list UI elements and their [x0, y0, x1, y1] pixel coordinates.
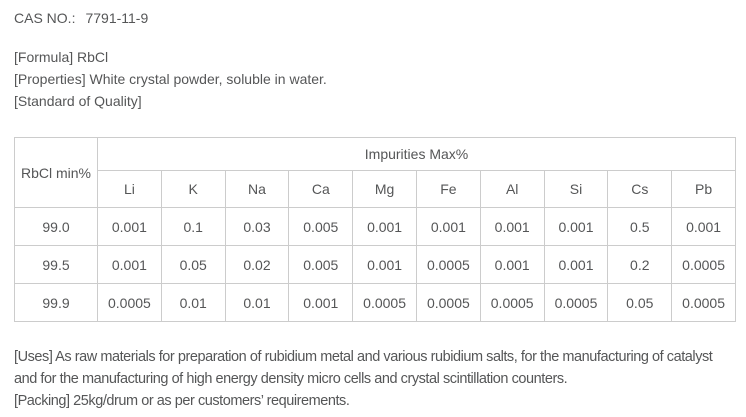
cas-value: 7791-11-9 [85, 10, 149, 26]
column-header-fe: Fe [415, 170, 481, 208]
cas-label: CAS NO.: [14, 10, 76, 26]
impurity-value-cell: 0.001 [671, 207, 736, 246]
impurity-value-cell: 0.001 [352, 245, 417, 284]
standard-of-quality-line: [Standard of Quality] [14, 93, 142, 109]
impurity-value-cell: 0.001 [352, 207, 417, 246]
impurity-value-cell: 0.0005 [352, 283, 417, 322]
column-header-li: Li [97, 170, 162, 208]
rbcl-grade-cell: 99.5 [14, 245, 98, 284]
impurity-value-cell: 0.5 [607, 207, 673, 246]
column-header-ca: Ca [288, 170, 354, 208]
rbcl-grade-cell: 99.0 [14, 207, 98, 246]
impurity-value-cell: 0.001 [97, 245, 162, 284]
impurity-value-cell: 0.02 [224, 245, 290, 284]
column-header-al: Al [479, 170, 545, 208]
uses-paragraph: [Uses] As raw materials for preparation … [14, 349, 713, 387]
properties-line: [Properties] White crystal powder, solub… [14, 71, 327, 87]
impurity-value-cell: 0.01 [224, 283, 290, 322]
impurity-value-cell: 0.005 [288, 207, 354, 246]
impurity-value-cell: 0.1 [160, 207, 226, 246]
impurity-value-cell: 0.001 [97, 207, 162, 246]
column-header-cs: Cs [607, 170, 673, 208]
impurity-value-cell: 0.01 [160, 283, 226, 322]
rbcl-grade-cell: 99.9 [14, 283, 98, 322]
rbcl-min-header-cell: RbCl min% [14, 137, 98, 208]
impurity-value-cell: 0.2 [607, 245, 673, 284]
column-header-k: K [160, 170, 226, 208]
impurity-value-cell: 0.03 [224, 207, 290, 246]
impurity-value-cell: 0.001 [543, 207, 609, 246]
impurity-value-cell: 0.001 [543, 245, 609, 284]
table-row-99-0: 99.0 0.001 0.1 0.03 0.005 0.001 0.001 0.… [14, 207, 736, 246]
product-info-block: [Formula] RbCl [Properties] White crysta… [14, 46, 736, 112]
impurity-value-cell: 0.0005 [415, 245, 481, 284]
impurity-value-cell: 0.001 [288, 283, 354, 322]
impurity-value-cell: 0.05 [160, 245, 226, 284]
impurity-value-cell: 0.005 [288, 245, 354, 284]
table-row-99-5: 99.5 0.001 0.05 0.02 0.005 0.001 0.0005 … [14, 245, 736, 284]
impurity-value-cell: 0.0005 [543, 283, 609, 322]
impurity-value-cell: 0.0005 [671, 245, 736, 284]
impurity-value-cell: 0.05 [607, 283, 673, 322]
table-header-row-elements: Li K Na Ca Mg Fe Al Si Cs Pb [15, 170, 736, 208]
column-header-mg: Mg [352, 170, 417, 208]
column-header-na: Na [224, 170, 290, 208]
packing-line: [Packing] 25kg/drum or as per customers’… [14, 393, 350, 409]
impurity-value-cell: 0.0005 [415, 283, 481, 322]
impurity-value-cell: 0.0005 [97, 283, 162, 322]
impurity-value-cell: 0.001 [479, 245, 545, 284]
quality-standard-table: RbCl min% Impurities Max% Li K Na Ca Mg … [14, 137, 736, 322]
impurity-value-cell: 0.0005 [479, 283, 545, 322]
table-header-row-impurities: RbCl min% Impurities Max% [14, 137, 736, 208]
column-header-si: Si [543, 170, 609, 208]
impurity-value-cell: 0.001 [415, 207, 481, 246]
impurity-value-cell: 0.0005 [671, 283, 736, 322]
table-row-99-9: 99.9 0.0005 0.01 0.01 0.001 0.0005 0.000… [14, 283, 736, 322]
cas-number-line: CAS NO.: 7791-11-9 [14, 8, 736, 28]
impurity-value-cell: 0.001 [479, 207, 545, 246]
formula-line: [Formula] RbCl [14, 49, 109, 65]
column-header-pb: Pb [671, 170, 736, 208]
impurities-max-header-cell: Impurities Max% [97, 137, 736, 171]
product-footer-block: [Uses] As raw materials for preparation … [14, 346, 714, 412]
